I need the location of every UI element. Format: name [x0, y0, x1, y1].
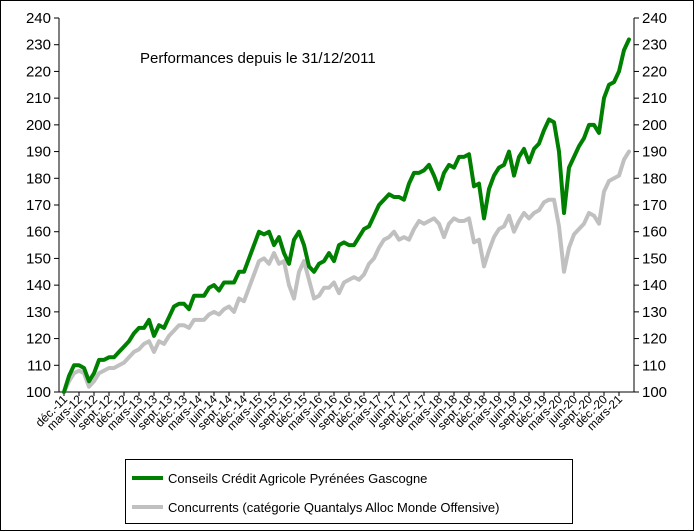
y-tick-label-left: 200: [26, 117, 51, 134]
series-line-2: [62, 149, 631, 394]
y-tick-label-right: 180: [642, 170, 667, 187]
y-tick-label-right: 230: [642, 37, 667, 54]
y-tick-label-left: 240: [26, 10, 51, 27]
y-tick-label-right: 120: [642, 331, 667, 348]
y-tick-label-left: 120: [26, 331, 51, 348]
y-tick-label-left: 220: [26, 63, 51, 80]
y-tick-label-right: 200: [642, 117, 667, 134]
y-tick-label-left: 190: [26, 144, 51, 161]
legend: Conseils Crédit Agricole Pyrénées Gascog…: [125, 459, 573, 524]
y-tick-label-right: 110: [642, 357, 666, 374]
y-tick-label-right: 150: [642, 250, 667, 267]
y-tick-label-left: 210: [26, 90, 51, 107]
legend-item-series-2: Concurrents (catégorie Quantalys Alloc M…: [132, 498, 499, 516]
y-tick-label-left: 230: [26, 37, 51, 54]
y-tick-label-left: 160: [26, 224, 51, 241]
y-tick-label-right: 240: [642, 10, 667, 27]
y-tick-label-right: 190: [642, 144, 667, 161]
legend-item-series-1: Conseils Crédit Agricole Pyrénées Gascog…: [132, 469, 427, 487]
legend-label-series-2: Concurrents (catégorie Quantalys Alloc M…: [168, 499, 500, 515]
series-line-1: [62, 37, 631, 394]
y-tick-label-right: 210: [642, 90, 667, 107]
legend-label-series-1: Conseils Crédit Agricole Pyrénées Gascog…: [168, 470, 428, 486]
y-tick-label-right: 140: [642, 277, 667, 294]
y-tick-label-left: 140: [26, 277, 51, 294]
legend-swatch-series-1: [132, 476, 163, 480]
y-tick-label-right: 170: [642, 197, 667, 214]
chart-title: Performances depuis le 31/12/2011: [140, 50, 376, 67]
y-tick-label-left: 100: [26, 384, 51, 401]
y-tick-label-left: 180: [26, 170, 51, 187]
y-tick-label-left: 130: [26, 304, 51, 321]
legend-swatch-series-2: [132, 505, 163, 509]
y-tick-label-right: 100: [642, 384, 667, 401]
y-tick-label-left: 170: [26, 197, 51, 214]
y-tick-label-left: 150: [26, 250, 51, 267]
y-tick-label-right: 220: [642, 63, 667, 80]
y-tick-label-right: 130: [642, 304, 667, 321]
y-tick-label-right: 160: [642, 224, 667, 241]
y-tick-label-left: 110: [27, 357, 51, 374]
